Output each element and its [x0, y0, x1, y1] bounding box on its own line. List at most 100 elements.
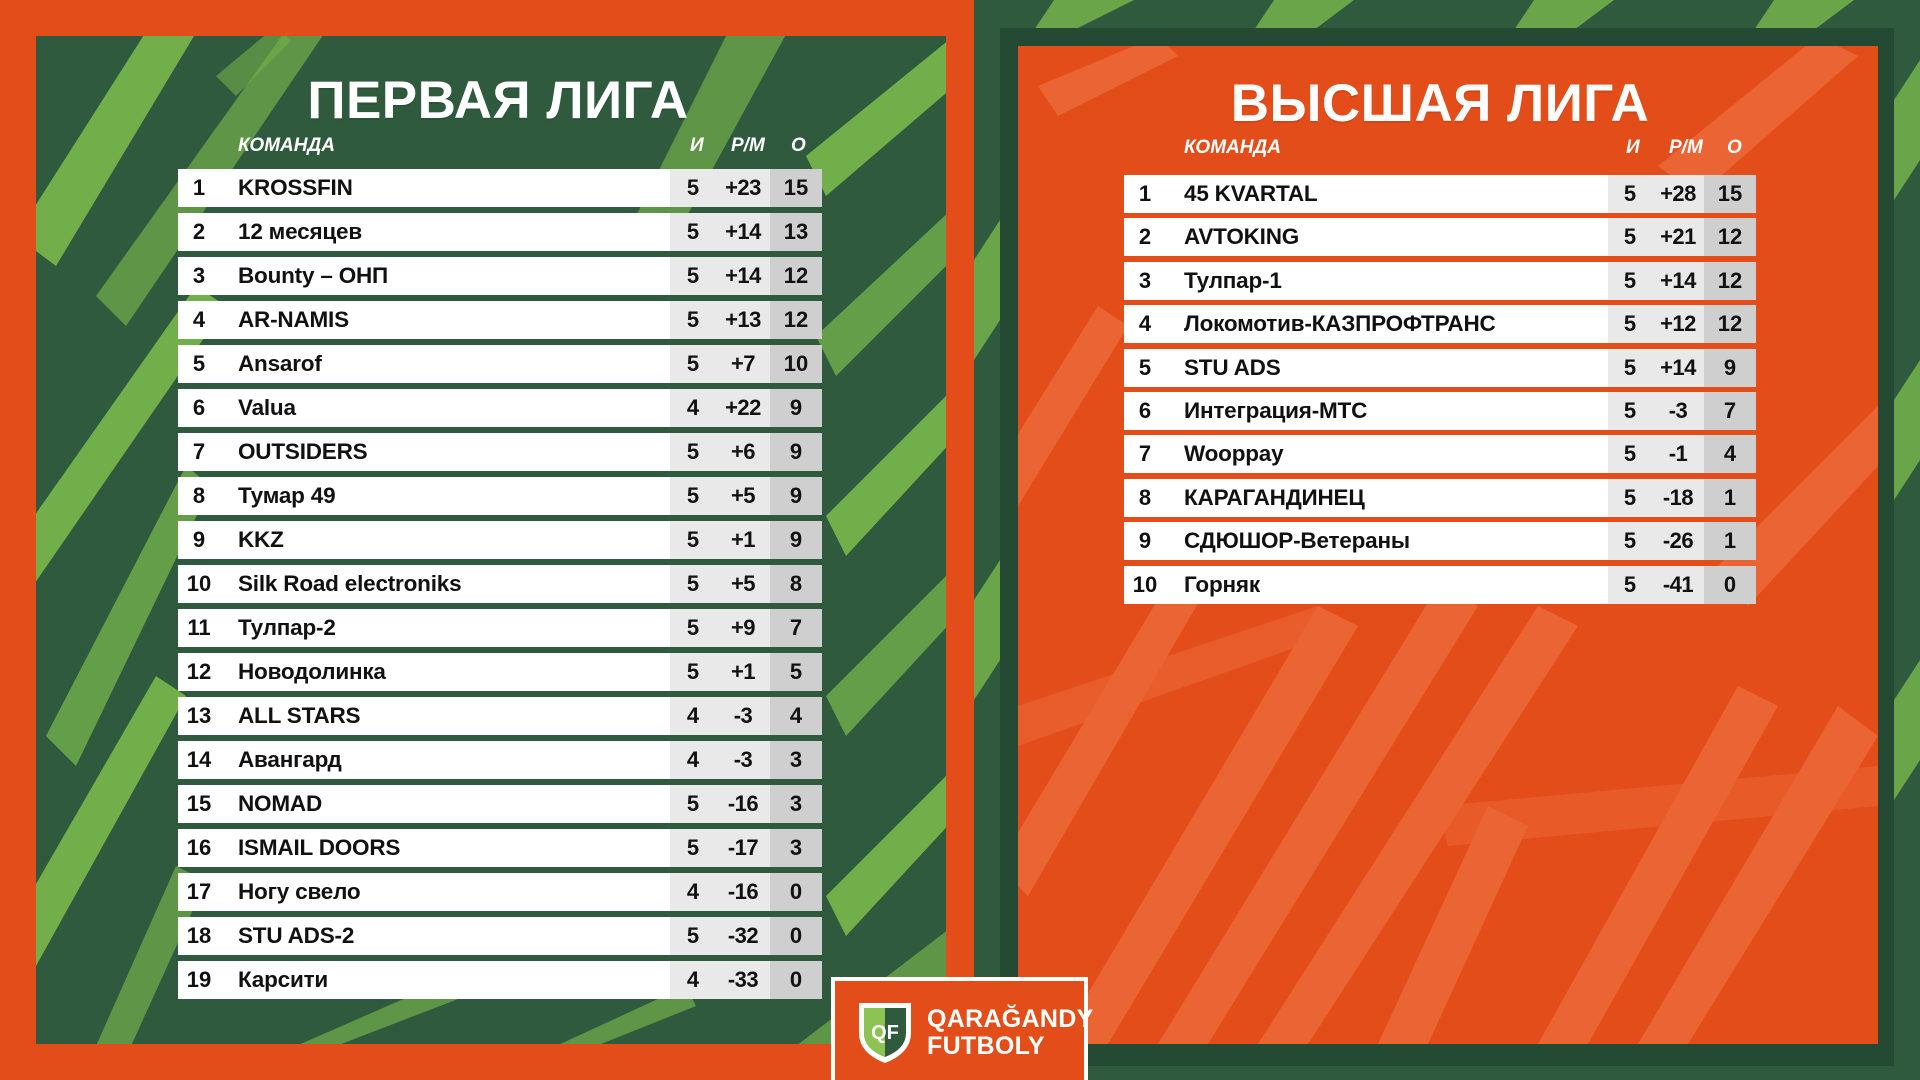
table-row: 10 Горняк 5 -41 0 — [1124, 565, 1756, 604]
position-cell: 15 — [186, 791, 212, 816]
header-games: И — [690, 135, 704, 156]
points-cell: 12 — [770, 257, 822, 295]
table-row: 7 OUTSIDERS 5 +6 9 — [178, 433, 822, 471]
team-name-cell: Локомотив-КАЗПРОФТРАНС — [1184, 311, 1496, 337]
goal-diff-cell: +5 — [716, 565, 770, 603]
points-cell: 13 — [770, 213, 822, 251]
header-games: И — [1626, 137, 1640, 158]
goal-diff-cell: +12 — [1652, 305, 1704, 344]
points-cell: 9 — [770, 389, 822, 427]
table-row: 11 Тулпар-2 5 +9 7 — [178, 609, 822, 647]
points-cell: 15 — [1704, 175, 1756, 213]
team-name-cell: СДЮШОР-Ветераны — [1184, 528, 1410, 554]
top-league-title: ВЫСШАЯ ЛИГА — [1230, 74, 1650, 133]
position-cell: 1 — [192, 175, 206, 200]
table-row: 13 ALL STARS 4 -3 4 — [178, 697, 822, 735]
team-name-cell: ISMAIL DOORS — [238, 835, 401, 860]
games-cell: 5 — [1608, 522, 1652, 561]
team-name-cell: Wooppay — [1184, 441, 1284, 467]
points-cell: 0 — [770, 917, 822, 955]
goal-diff-cell: -3 — [716, 741, 770, 779]
team-name-cell: Bounty – ОНП — [238, 263, 389, 288]
goal-diff-cell: -33 — [716, 961, 770, 999]
team-name-cell: OUTSIDERS — [238, 439, 368, 464]
table-row: 2 AVTOKING 5 +21 12 — [1124, 218, 1756, 257]
table-row: 17 Ногу свело 4 -16 0 — [178, 873, 822, 911]
games-cell: 4 — [670, 961, 716, 999]
stripe-pattern-decoration — [1018, 46, 1878, 1044]
table-row: 12 Новодолинка 5 +1 5 — [178, 653, 822, 691]
first-league-header: КОМАНДА И Р/М О — [178, 134, 822, 158]
table-row: 6 Valua 4 +22 9 — [178, 389, 822, 427]
table-row: 18 STU ADS-2 5 -32 0 — [178, 917, 822, 955]
games-cell: 5 — [1608, 392, 1652, 430]
position-cell: 4 — [192, 307, 206, 332]
goal-diff-cell: +14 — [716, 213, 770, 251]
table-row: 6 Интеграция-МТС 5 -3 7 — [1124, 392, 1756, 430]
table-row: 19 Карсити 4 -33 0 — [178, 961, 822, 999]
points-cell: 0 — [770, 961, 822, 999]
table-row: 5 Ansarof 5 +7 10 — [178, 345, 822, 383]
team-name-cell: KROSSFIN — [238, 175, 353, 200]
goal-diff-cell: +14 — [1652, 261, 1704, 300]
goal-diff-cell: +28 — [1652, 175, 1704, 213]
points-cell: 12 — [1704, 218, 1756, 257]
games-cell: 5 — [670, 433, 716, 471]
goal-diff-cell: -3 — [716, 697, 770, 735]
games-cell: 5 — [1608, 478, 1652, 517]
games-cell: 5 — [670, 785, 716, 823]
logo-text-line2: FUTBOLY — [927, 1032, 1045, 1060]
position-cell: 19 — [186, 967, 212, 992]
points-cell: 0 — [770, 873, 822, 911]
position-cell: 9 — [192, 527, 206, 552]
points-cell: 12 — [1704, 305, 1756, 344]
team-name-cell: Ногу свело — [238, 879, 361, 904]
position-cell: 12 — [186, 659, 212, 684]
position-cell: 1 — [1138, 181, 1152, 206]
table-row: 14 Авангард 4 -3 3 — [178, 741, 822, 779]
table-row: 16 ISMAIL DOORS 5 -17 3 — [178, 829, 822, 867]
table-row: 8 КАРАГАНДИНЕЦ 5 -18 1 — [1124, 478, 1756, 517]
points-cell: 12 — [1704, 261, 1756, 300]
logo-text-line1: QARAĞANDY — [927, 1005, 1094, 1033]
goal-diff-cell: -17 — [716, 829, 770, 867]
team-name-cell: Ansarof — [238, 351, 322, 376]
games-cell: 5 — [1608, 305, 1652, 344]
team-name-cell: NOMAD — [238, 791, 322, 816]
header-points: О — [791, 135, 806, 156]
goal-diff-cell: +6 — [716, 433, 770, 471]
games-cell: 5 — [670, 169, 716, 207]
team-name-cell: STU ADS — [1184, 354, 1281, 380]
team-name-cell: Авангард — [238, 747, 342, 772]
header-points: О — [1727, 137, 1742, 158]
position-cell: 10 — [186, 571, 212, 596]
header-team: КОМАНДА — [1184, 137, 1281, 158]
table-row: 15 NOMAD 5 -16 3 — [178, 785, 822, 823]
points-cell: 1 — [1704, 522, 1756, 561]
games-cell: 5 — [670, 917, 716, 955]
games-cell: 4 — [670, 389, 716, 427]
games-cell: 4 — [670, 873, 716, 911]
team-name-cell: Горняк — [1184, 571, 1260, 597]
goal-diff-cell: -26 — [1652, 522, 1704, 561]
position-cell: 2 — [192, 219, 206, 244]
points-cell: 7 — [1704, 392, 1756, 430]
points-cell: 9 — [1704, 348, 1756, 387]
position-cell: 5 — [192, 351, 206, 376]
position-cell: 10 — [1132, 571, 1158, 597]
games-cell: 5 — [1608, 565, 1652, 604]
games-cell: 5 — [670, 653, 716, 691]
position-cell: 2 — [1138, 224, 1152, 250]
games-cell: 5 — [1608, 218, 1652, 257]
table-row: 1 45 KVARTAL 5 +28 15 — [1124, 175, 1756, 213]
points-cell: 10 — [770, 345, 822, 383]
goal-diff-cell: +13 — [716, 301, 770, 339]
header-team: КОМАНДА — [238, 135, 335, 156]
team-name-cell: Тулпар-2 — [238, 615, 336, 640]
position-cell: 7 — [1138, 441, 1152, 467]
games-cell: 5 — [670, 829, 716, 867]
points-cell: 8 — [770, 565, 822, 603]
goal-diff-cell: +5 — [716, 477, 770, 515]
games-cell: 5 — [1608, 175, 1652, 213]
position-cell: 3 — [1138, 267, 1152, 293]
